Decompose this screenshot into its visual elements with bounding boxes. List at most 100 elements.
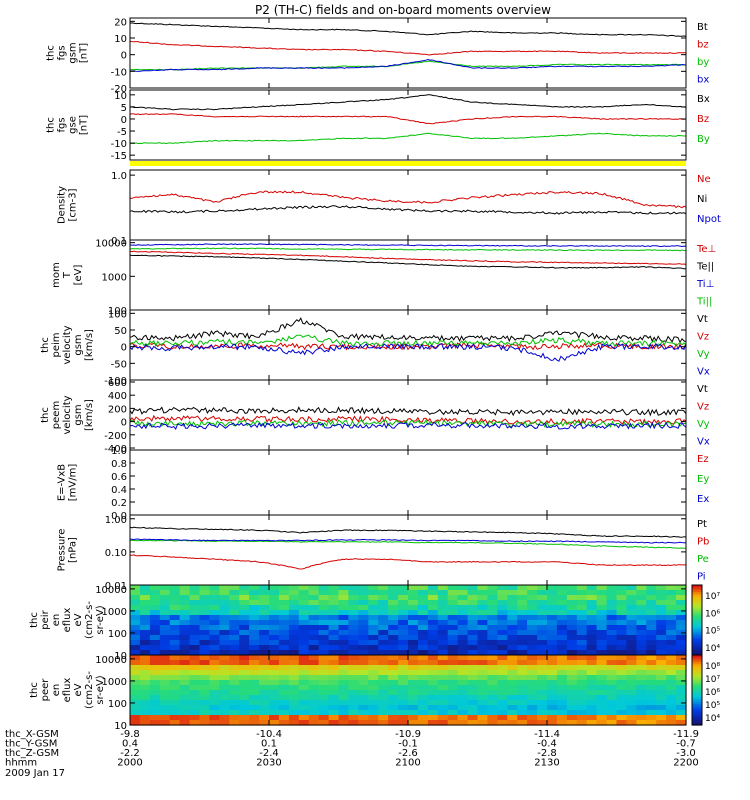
heat-cell [328, 615, 340, 621]
heat-cell [169, 585, 181, 591]
heat-cell [298, 620, 310, 626]
heat-cell [586, 590, 598, 596]
heat-cell [249, 610, 260, 616]
heat-cell [487, 640, 498, 646]
heat-cell [576, 585, 588, 591]
colorbar-cell [692, 655, 702, 658]
heat-cell [457, 635, 469, 641]
heat-cell [636, 695, 647, 701]
heat-cell [219, 670, 230, 676]
heat-cell [209, 655, 220, 661]
heat-cell [139, 605, 151, 611]
heat-cell [298, 650, 310, 656]
heat-cell [666, 665, 677, 671]
heat-cell [179, 720, 191, 726]
heat-cell [348, 595, 359, 601]
heat-cell [308, 655, 320, 661]
heat-cell [537, 660, 548, 666]
heat-cell [566, 645, 578, 651]
heat-cell [616, 600, 627, 606]
heat-cell [308, 650, 320, 656]
heat-cell [547, 630, 558, 636]
heat-cell [447, 590, 459, 596]
heat-cell [596, 615, 608, 621]
heat-cell [368, 640, 379, 646]
heat-cell [179, 610, 191, 616]
heat-cell [556, 635, 568, 641]
heat-cell [179, 605, 191, 611]
heat-cell [318, 615, 330, 621]
heat-cell [149, 675, 161, 681]
heat-cell [298, 720, 310, 726]
heat-cell [586, 720, 598, 726]
heat-cell [437, 680, 449, 686]
heat-cell [328, 720, 340, 726]
ylabel-line: velocity [62, 325, 73, 364]
heat-cell [517, 675, 528, 681]
heat-cell [666, 620, 677, 626]
heat-cell [626, 615, 637, 621]
heat-cell [159, 585, 171, 591]
legend-ti: Ti|| [696, 297, 712, 308]
heat-cell [199, 645, 210, 651]
heat-cell [606, 640, 618, 646]
ytick-label: -15 [111, 151, 127, 162]
heat-cell [636, 620, 647, 626]
heat-cell [517, 590, 528, 596]
heat-cell [656, 640, 667, 646]
heat-cell [437, 660, 449, 666]
heat-cell [596, 715, 608, 721]
heat-cell [149, 645, 161, 651]
heat-cell [676, 680, 687, 686]
heat-cell [328, 635, 340, 641]
heat-cell [596, 710, 608, 716]
heat-cell [159, 685, 171, 691]
heat-cell [437, 635, 449, 641]
heat-cell [219, 630, 230, 636]
heat-cell [219, 720, 230, 726]
heat-cell [586, 615, 598, 621]
heat-cell [616, 695, 627, 701]
legend-vx: Vx [697, 367, 710, 378]
heat-cell [149, 630, 161, 636]
legend-bt: Bt [697, 22, 708, 33]
heat-cell [517, 645, 528, 651]
heat-cell [388, 615, 399, 621]
heat-cell [596, 585, 608, 591]
heat-cell [417, 665, 429, 671]
heat-cell [596, 625, 608, 631]
legend-ti: Ti⊥ [696, 279, 714, 290]
heat-cell [636, 650, 647, 656]
heat-cell [576, 700, 588, 706]
ytick-label: 200 [108, 404, 127, 415]
heat-cell [467, 705, 479, 711]
heat-cell [646, 590, 657, 596]
heat-cell [328, 680, 340, 686]
heat-cell [388, 710, 399, 716]
heat-cell [616, 670, 627, 676]
heat-cell [616, 655, 627, 661]
heat-cell [417, 675, 429, 681]
heat-cell [636, 690, 647, 696]
heat-cell [288, 600, 300, 606]
series-vx [129, 421, 687, 430]
heat-cell [547, 595, 558, 601]
heat-cell [328, 610, 340, 616]
heat-cell [447, 715, 459, 721]
heat-cell [199, 720, 210, 726]
ytick-label: 0 [121, 418, 127, 429]
heat-cell [586, 585, 598, 591]
heat-cell [348, 695, 359, 701]
heat-cell [477, 620, 488, 626]
heat-cell [249, 675, 260, 681]
heat-cell [537, 680, 548, 686]
heat-cell [209, 650, 220, 656]
heat-cell [278, 685, 290, 691]
heat-cell [229, 710, 240, 716]
heat-cell [656, 650, 667, 656]
heat-cell [547, 710, 558, 716]
heat-cell [368, 670, 379, 676]
heat-cell [378, 590, 389, 596]
heat-cell [368, 715, 379, 721]
